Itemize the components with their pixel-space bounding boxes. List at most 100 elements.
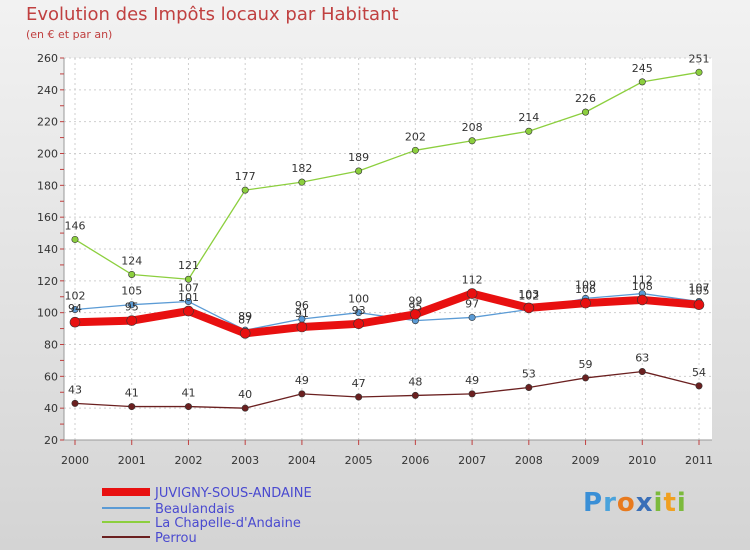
- data-point: [69, 316, 81, 328]
- data-point: [126, 315, 138, 326]
- data-point: [183, 305, 194, 317]
- data-label: 53: [522, 367, 536, 380]
- x-tick-label: 2007: [458, 454, 486, 467]
- data-label: 100: [348, 293, 369, 306]
- data-label: 109: [575, 278, 596, 291]
- data-label: 112: [632, 274, 653, 287]
- data-point: [296, 321, 308, 333]
- data-label: 146: [65, 219, 86, 232]
- data-label: 95: [125, 301, 139, 314]
- data-point: [523, 302, 535, 314]
- data-label: 94: [68, 302, 82, 315]
- data-label: 177: [235, 170, 256, 183]
- data-label: 59: [579, 358, 593, 371]
- data-label: 41: [181, 387, 195, 400]
- data-point: [353, 318, 364, 330]
- y-tick-label: 180: [37, 179, 58, 192]
- data-point: [355, 167, 363, 175]
- data-label: 226: [575, 92, 596, 105]
- data-label: 101: [178, 291, 199, 304]
- data-point: [239, 328, 251, 339]
- y-tick-label: 80: [44, 339, 58, 352]
- x-tick-label: 2008: [515, 454, 543, 467]
- data-label: 208: [462, 121, 483, 134]
- data-point: [241, 404, 249, 412]
- y-tick-label: 40: [44, 402, 58, 415]
- data-point: [410, 308, 421, 320]
- data-label: 96: [295, 299, 309, 312]
- data-point: [71, 399, 79, 407]
- data-point: [693, 299, 705, 311]
- data-label: 102: [518, 289, 539, 302]
- proxiti-logo: Proxiti: [583, 488, 687, 518]
- data-point: [128, 403, 136, 411]
- x-tick-label: 2001: [118, 454, 146, 467]
- data-label: 105: [689, 285, 710, 298]
- data-point: [71, 235, 79, 243]
- series-line-2: [74, 71, 700, 280]
- data-point: [128, 270, 136, 278]
- data-point: [355, 309, 363, 317]
- data-point: [128, 301, 136, 309]
- y-tick-label: 260: [37, 52, 58, 65]
- data-point: [411, 391, 419, 399]
- data-point: [580, 297, 591, 309]
- y-tick-label: 160: [37, 211, 58, 224]
- y-tick-label: 60: [44, 370, 58, 383]
- y-tick-label: 220: [37, 116, 58, 129]
- x-tick-label: 2011: [685, 454, 713, 467]
- data-label: 107: [178, 282, 199, 295]
- y-tick-label: 140: [37, 243, 58, 256]
- data-label: 108: [632, 280, 653, 293]
- data-point: [638, 78, 646, 86]
- data-label: 251: [689, 52, 710, 65]
- data-point: [184, 403, 192, 411]
- data-point: [184, 298, 192, 306]
- x-tick-label: 2000: [61, 454, 89, 467]
- y-tick-label: 200: [37, 148, 58, 161]
- x-tick-label: 2010: [628, 454, 656, 467]
- data-point: [525, 383, 533, 391]
- chart-subtitle: (en € et par an): [26, 28, 113, 41]
- x-tick-label: 2002: [174, 454, 202, 467]
- data-label: 106: [575, 283, 596, 296]
- data-point: [468, 390, 476, 398]
- data-point: [525, 127, 533, 135]
- y-tick-label: 120: [37, 275, 58, 288]
- x-tick-label: 2009: [572, 454, 600, 467]
- data-point: [582, 374, 590, 382]
- data-label: 97: [465, 297, 479, 310]
- series-line-3: [74, 370, 700, 409]
- series-line-0: [71, 289, 703, 338]
- data-point: [355, 393, 363, 401]
- data-label: 43: [68, 383, 82, 396]
- data-label: 105: [121, 285, 142, 298]
- data-label: 124: [121, 254, 142, 267]
- data-point: [468, 313, 476, 321]
- chart-title: Evolution des Impôts locaux par Habitant: [26, 4, 399, 25]
- data-point: [71, 305, 79, 313]
- data-point: [298, 390, 306, 398]
- x-tick-label: 2006: [401, 454, 429, 467]
- x-tick-label: 2005: [345, 454, 373, 467]
- y-tick-label: 240: [37, 84, 58, 97]
- data-label: 49: [465, 374, 479, 387]
- data-label: 40: [238, 388, 252, 401]
- data-label: 121: [178, 259, 199, 272]
- data-label: 245: [632, 62, 653, 75]
- data-label: 48: [408, 375, 422, 388]
- data-label: 107: [689, 282, 710, 295]
- data-point: [638, 368, 646, 376]
- data-point: [184, 275, 192, 283]
- data-label: 102: [65, 289, 86, 302]
- data-label: 54: [692, 366, 706, 379]
- x-tick-label: 2004: [288, 454, 316, 467]
- data-label: 95: [408, 301, 422, 314]
- data-label: 214: [518, 111, 539, 124]
- data-point: [695, 382, 703, 390]
- data-label: 103: [518, 288, 539, 301]
- data-point: [695, 68, 703, 76]
- data-point: [241, 186, 249, 194]
- data-label: 89: [238, 310, 252, 323]
- x-tick-label: 2003: [231, 454, 259, 467]
